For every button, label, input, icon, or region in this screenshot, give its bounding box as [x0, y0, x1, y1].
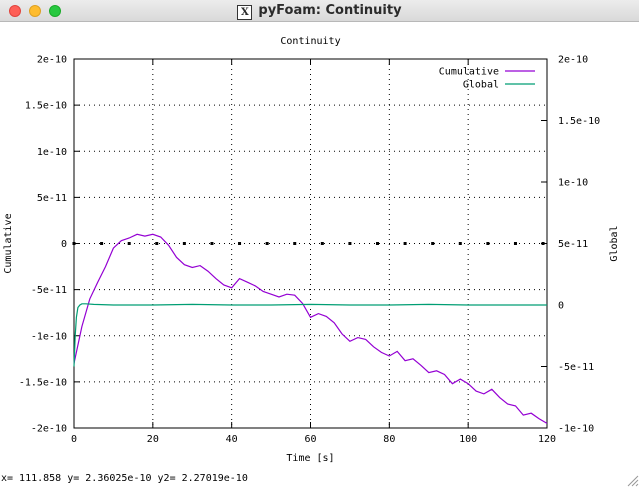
y2-tick-label: -1e-10 — [558, 424, 594, 435]
window-title: pyFoam: Continuity — [258, 3, 402, 18]
y-tick-label: 2e-10 — [37, 55, 67, 66]
marker-point — [155, 242, 159, 245]
minimize-window-button[interactable] — [29, 5, 41, 17]
marker-point — [127, 242, 131, 245]
marker-point — [238, 242, 242, 245]
continuity-chart[interactable]: 0 20 40 60 80 100 120 -2e-10 -1.5e-10 -1e-10 -5e-1… — [0, 22, 639, 470]
marker-point — [541, 242, 545, 245]
y2-tick-label: 5e-11 — [558, 239, 588, 250]
y-tick-label: 1.5e-10 — [25, 101, 67, 112]
x11-icon: X — [237, 5, 253, 20]
marker-point — [182, 242, 186, 245]
series-layer — [73, 233, 548, 424]
legend-label: Global — [463, 80, 499, 91]
series-line-cumulative — [73, 233, 548, 424]
y-tick-label: 0 — [61, 239, 67, 250]
y-axis-label: Cumulative — [3, 213, 14, 273]
marker-point — [293, 242, 297, 245]
y2-tick-label: 1.5e-10 — [558, 116, 600, 127]
marker-point — [320, 242, 324, 245]
marker-point — [513, 242, 517, 245]
maximize-window-button[interactable] — [49, 5, 61, 17]
y-tick-label: -1.5e-10 — [19, 377, 67, 388]
close-window-button[interactable] — [9, 5, 21, 17]
marker-point — [210, 242, 214, 245]
x-tick-label: 20 — [147, 434, 159, 445]
marker-point — [348, 242, 352, 245]
status-readout: x= 111.858 y= 2.36025e-10 y2= 2.27019e-1… — [1, 473, 248, 484]
x-tick-label: 60 — [304, 434, 316, 445]
marker-point — [431, 242, 435, 245]
legend: Cumulative Global — [439, 67, 535, 91]
marker-point — [403, 242, 407, 245]
x-tick-label: 40 — [226, 434, 238, 445]
y-tick-label: 1e-10 — [37, 147, 67, 158]
y2-tick-label: 0 — [558, 301, 564, 312]
x-tick-label: 80 — [383, 434, 395, 445]
series-line-global — [73, 303, 547, 367]
x-tick-label: 0 — [71, 434, 77, 445]
marker-point — [376, 242, 380, 245]
y-tick-label: 5e-11 — [37, 193, 67, 204]
ticks: 0 20 40 60 80 100 120 -2e-10 -1.5e-10 -1e-10 -5e-1… — [19, 55, 600, 446]
marker-point — [72, 242, 76, 245]
grid — [74, 59, 547, 428]
x-tick-label: 120 — [538, 434, 556, 445]
y-tick-label: -1e-10 — [31, 331, 67, 342]
marker-point — [486, 242, 490, 245]
marker-point — [265, 242, 269, 245]
y2-tick-label: -5e-11 — [558, 362, 594, 373]
marker-point — [458, 242, 462, 245]
resize-grip-icon[interactable] — [625, 473, 639, 487]
y2-axis-label: Global — [609, 225, 620, 261]
y2-tick-label: 1e-10 — [558, 178, 588, 189]
legend-label: Cumulative — [439, 67, 499, 78]
zero-markers — [72, 242, 545, 245]
x-tick-label: 100 — [459, 434, 477, 445]
chart-title: Continuity — [280, 36, 340, 47]
y2-tick-label: 2e-10 — [558, 55, 588, 66]
y-tick-label: -2e-10 — [31, 424, 67, 435]
x-axis-label: Time [s] — [286, 453, 334, 464]
y-tick-label: -5e-11 — [31, 285, 67, 296]
marker-point — [100, 242, 104, 245]
